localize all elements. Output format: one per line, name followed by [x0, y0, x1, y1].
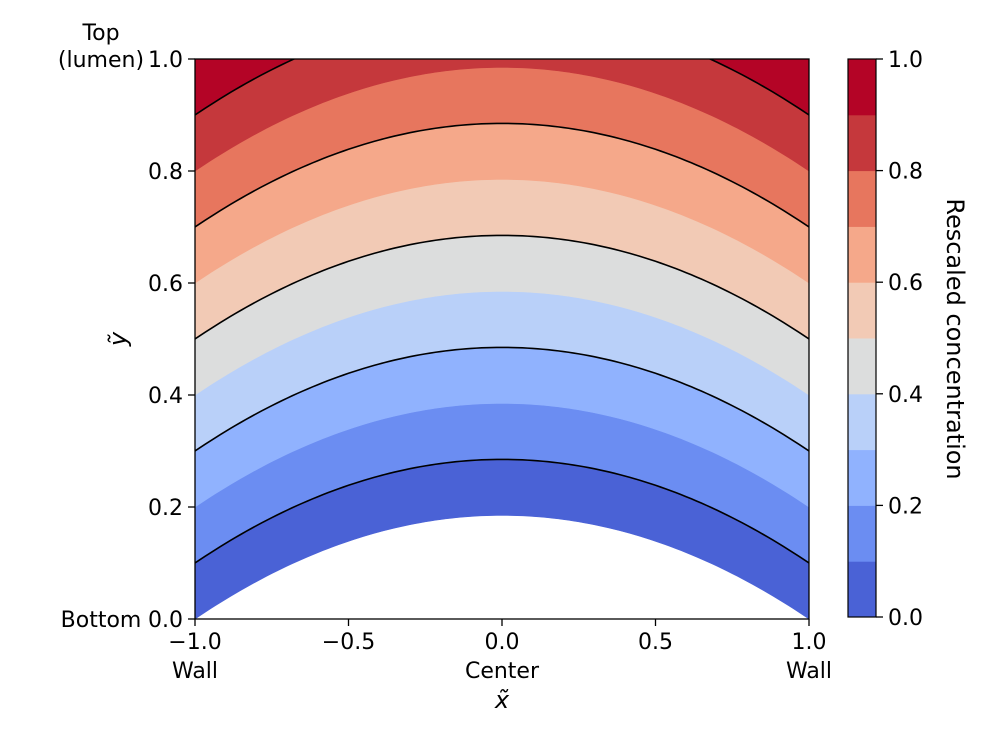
colorbar-frame [847, 58, 877, 618]
colorbar-tick-label: 0.8 [888, 160, 923, 185]
colorbar-segment-0.7 [848, 170, 876, 227]
colorbar-segment-0.1 [848, 505, 876, 562]
colorbar-tick-label: 0.6 [888, 271, 923, 296]
contour-line-0.5 [195, 234, 809, 340]
y-axis-annotations: Top(lumen) Bottom [58, 21, 144, 633]
colorbar-segment-0.4 [848, 338, 876, 395]
colorbar-tick-label: 0.2 [888, 494, 923, 519]
colorbar-tick-label: 0.4 [888, 383, 923, 408]
y-tick-label: 0.2 [148, 496, 183, 521]
colorbar-segment-0.6 [848, 226, 876, 283]
colorbar-segment-0.8 [848, 114, 876, 172]
contour-band-0.9-1.0 [195, 59, 809, 116]
x-annotation-label: Wall [786, 659, 832, 684]
colorbar-segment-0.0 [848, 561, 876, 618]
y-tick-label: 0.4 [148, 384, 183, 409]
y-annotation-label: Top [81, 21, 119, 46]
contour-lines [195, 59, 809, 564]
x-tick-label: −0.5 [322, 630, 375, 655]
colorbar-segment-0.3 [848, 393, 876, 451]
colorbar-ticks: 0.0 0.2 0.4 0.6 0.8 1.0 [876, 48, 923, 631]
colorbar [847, 58, 877, 618]
x-tick-label: 0.0 [485, 630, 520, 655]
x-axis-annotations: Wall Center Wall [172, 659, 832, 684]
colorbar-label: Rescaled concentration [941, 198, 969, 479]
colorbar-segment-0.5 [848, 282, 876, 339]
y-axis-title: ỹ [104, 331, 132, 347]
x-tick-label: 1.0 [792, 630, 827, 655]
x-annotation-label: Wall [172, 659, 218, 684]
x-tick-label: 0.5 [638, 630, 673, 655]
colorbar-tick-label: 0.0 [888, 606, 923, 631]
contour-line-0.7 [195, 122, 809, 228]
colorbar-segment-0.2 [848, 449, 876, 506]
contour-line-0.1 [195, 458, 809, 564]
contour-fill-bands [195, 59, 809, 619]
y-tick-label: 0.0 [148, 608, 183, 633]
y-annotation-label: Bottom [61, 608, 142, 633]
y-tick-label: 0.6 [148, 272, 183, 297]
y-tick-label: 1.0 [148, 48, 183, 73]
y-tick-label: 0.8 [148, 160, 183, 185]
colorbar-segment-0.9 [848, 59, 876, 116]
x-annotation-label: Center [465, 659, 540, 684]
x-axis-title: x̃ [494, 686, 510, 714]
y-axis-ticks: 0.0 0.2 0.4 0.6 0.8 1.0 [148, 48, 195, 633]
x-tick-label: −1.0 [168, 630, 221, 655]
contour-band-0.8-0.9 [195, 59, 809, 172]
colorbar-tick-label: 1.0 [888, 48, 923, 73]
y-annotation-label: (lumen) [58, 48, 144, 73]
contour-line-0.3 [195, 346, 809, 452]
x-axis-ticks: −1.0 −0.5 0.0 0.5 1.0 [168, 619, 827, 655]
